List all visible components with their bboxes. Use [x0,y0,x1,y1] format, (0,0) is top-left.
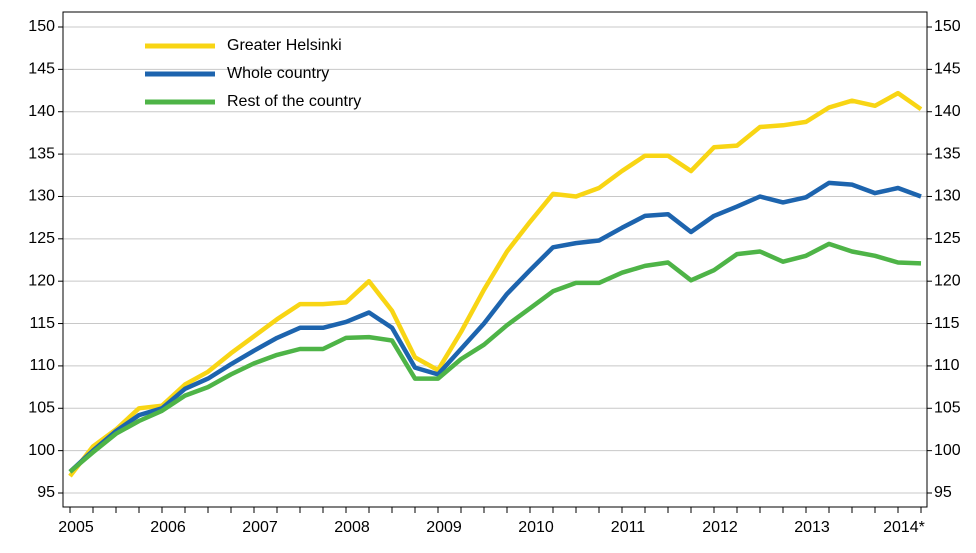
y2-tick-label: 95 [934,484,952,501]
x-tick-label: 2012 [702,519,738,536]
y2-tick-label: 145 [934,61,961,78]
y2-tick-label: 130 [934,188,961,205]
y2-tick-label: 100 [934,442,961,459]
y2-tick-label: 110 [934,357,960,374]
y-tick-label: 125 [28,230,55,247]
x-tick-label: 2008 [334,519,370,536]
legend-label: Rest of the country [227,93,361,110]
y2-tick-label: 125 [934,230,961,247]
y-tick-label: 135 [28,145,55,162]
y-tick-label: 95 [37,484,55,501]
y2-tick-label: 150 [934,18,961,35]
x-tick-label: 2006 [150,519,186,536]
x-tick-label: 2011 [611,519,646,536]
series-line [68,241,922,474]
y-tick-label: 105 [28,399,55,416]
y2-tick-label: 115 [934,315,960,332]
y-tick-label: 100 [28,442,55,459]
y-tick-label: 140 [28,103,55,120]
y2-tick-label: 105 [934,399,961,416]
x-tick-label: 2005 [58,519,94,536]
x-tick-label: 2013 [794,519,830,536]
plot-frame [62,11,928,508]
legend-label: Greater Helsinki [227,37,342,54]
y2-tick-label: 140 [934,103,961,120]
y-tick-label: 115 [29,315,55,332]
y-tick-label: 150 [28,18,55,35]
x-tick-label: 2014* [883,519,925,536]
y2-tick-label: 135 [934,145,961,162]
y-tick-label: 110 [29,357,55,374]
y-tick-label: 145 [28,61,55,78]
legend-label: Whole country [227,65,329,82]
x-tick-label: 2010 [518,519,554,536]
y-tick-label: 120 [28,272,55,289]
y-tick-label: 130 [28,188,55,205]
x-tick-label: 2007 [242,519,278,536]
series-line [68,180,922,474]
x-tick-label: 2009 [426,519,462,536]
series-line [68,90,923,478]
y2-tick-label: 120 [934,272,961,289]
